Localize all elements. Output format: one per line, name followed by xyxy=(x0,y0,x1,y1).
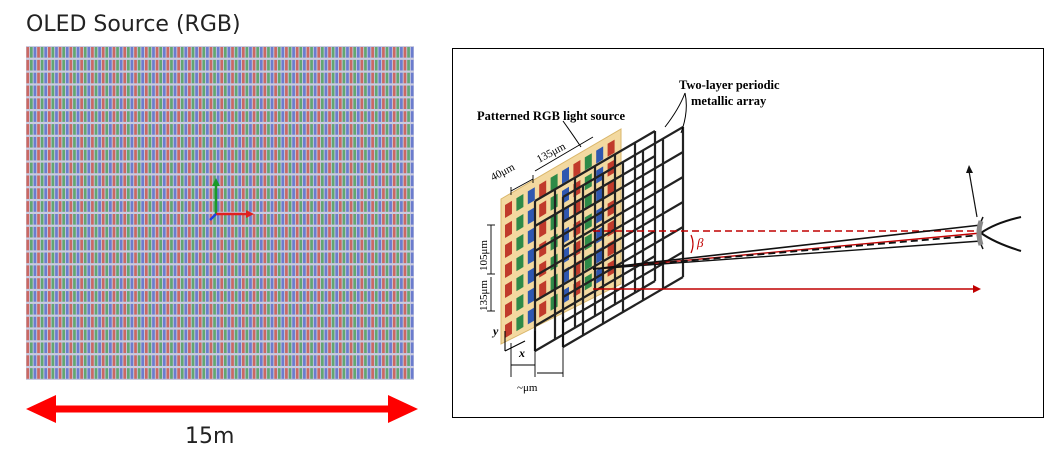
length-arrow xyxy=(26,395,418,423)
dim-40-label: 40μm xyxy=(489,161,517,184)
dim-135-side-label: 135μm xyxy=(478,280,490,311)
double-headed-arrow-icon xyxy=(26,395,418,423)
axis-x-label: x xyxy=(518,346,525,360)
array-label-line1: Two-layer periodic xyxy=(679,78,780,92)
source-label: Patterned RGB light source xyxy=(477,109,625,123)
angle-label: β xyxy=(696,235,704,250)
source-label-leader xyxy=(562,120,582,148)
axis-gizmo-icon xyxy=(209,178,254,221)
eye-icon xyxy=(966,165,1022,252)
axes-icon xyxy=(504,331,526,352)
beam-red-solid xyxy=(592,232,982,270)
beam-red-lower-head xyxy=(973,285,981,293)
dim-gap-label: ~μm xyxy=(517,382,538,394)
oled-pixel-grid xyxy=(26,46,414,380)
dim-105-label: 105μm xyxy=(478,240,490,271)
dimension-lines xyxy=(487,136,594,377)
array-label-leader-1 xyxy=(664,92,686,128)
beam-black-2 xyxy=(592,234,982,270)
light-source-diagram: β xyxy=(477,78,1022,394)
beam-black-3 xyxy=(592,240,982,270)
diagram-frame: β xyxy=(452,48,1044,418)
angle-arc xyxy=(690,234,694,254)
axis-y-label: y xyxy=(491,324,499,338)
metallic-array-layer-2 xyxy=(561,126,685,348)
beam-black-1 xyxy=(592,224,982,270)
array-label-leader-2 xyxy=(680,92,687,134)
oled-source-title: OLED Source (RGB) xyxy=(26,12,241,37)
array-label-line2: metallic array xyxy=(691,94,767,108)
length-label: 15m xyxy=(185,424,235,449)
metallic-array-layer-1 xyxy=(533,130,657,352)
